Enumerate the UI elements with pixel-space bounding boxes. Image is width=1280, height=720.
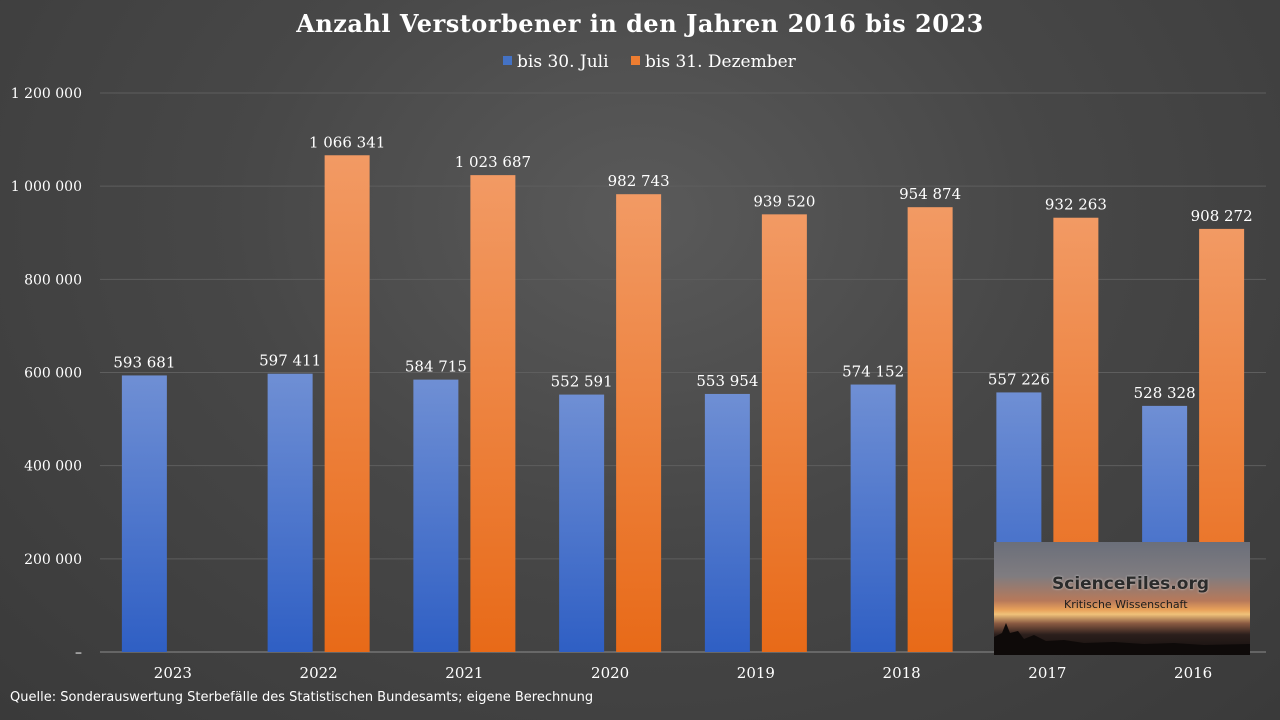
data-label-bis-30-juli-2019: 553 954 [696, 372, 758, 390]
y-tick-label: 600 000 [24, 366, 82, 382]
data-labels: 593 681 597 411 1 066 341 584 715 1 023 687 5… [113, 133, 1252, 402]
y-tick-label: 800 000 [24, 272, 82, 288]
source-note: Quelle: Sonderauswertung Sterbefälle des… [10, 690, 594, 705]
x-tick-label: 2019 [737, 664, 775, 682]
bar-bis-30-juli-2020 [559, 394, 605, 652]
data-label-bis-31-dezember-2017: 932 263 [1045, 196, 1107, 214]
data-label-bis-30-juli-2016: 528 328 [1134, 384, 1196, 402]
bar-bis-31-dezember-2021 [470, 175, 516, 652]
bar-bis-30-juli-2022 [267, 373, 313, 652]
x-tick-label: 2017 [1028, 664, 1066, 682]
bar-bis-31-dezember-2020 [616, 194, 662, 652]
y-tick-label: 1 000 000 [11, 179, 82, 195]
y-tick-label: 400 000 [24, 459, 82, 475]
legend-swatch-series-2 [631, 56, 640, 65]
data-label-bis-31-dezember-2022: 1 066 341 [309, 133, 385, 151]
x-tick-label: 2023 [154, 664, 192, 682]
data-label-bis-30-juli-2022: 597 411 [259, 352, 321, 370]
logo-title: ScienceFiles.org [1052, 574, 1209, 594]
data-label-bis-31-dezember-2020: 982 743 [608, 172, 670, 190]
y-tick-label: – [75, 645, 82, 661]
bar-bis-31-dezember-2018 [907, 207, 953, 652]
legend-label-series-2: bis 31. Dezember [645, 52, 797, 72]
x-tick-label: 2020 [591, 664, 629, 682]
data-label-bis-31-dezember-2021: 1 023 687 [455, 153, 531, 171]
data-label-bis-31-dezember-2019: 939 520 [753, 192, 815, 210]
data-label-bis-30-juli-2020: 552 591 [551, 373, 613, 391]
data-label-bis-31-dezember-2016: 908 272 [1191, 207, 1253, 225]
legend: bis 30. Juli bis 31. Dezember [503, 52, 797, 72]
tree-silhouette-icon [994, 623, 1250, 655]
chart-title: Anzahl Verstorbener in den Jahren 2016 b… [295, 9, 984, 38]
y-tick-label: 200 000 [24, 552, 82, 568]
bar-bis-30-juli-2019 [704, 393, 750, 652]
bar-bis-31-dezember-2019 [761, 214, 807, 652]
data-label-bis-30-juli-2018: 574 152 [842, 363, 904, 381]
legend-label-series-1: bis 30. Juli [517, 52, 609, 72]
legend-swatch-series-1 [503, 56, 512, 65]
x-axis: 2023 2022 2021 2020 2019 2018 2017 2016 [154, 664, 1212, 682]
bar-bis-30-juli-2023 [121, 375, 167, 652]
x-tick-label: 2016 [1174, 664, 1212, 682]
sciencefiles-logo: ScienceFiles.org Kritische Wissenschaft [994, 542, 1250, 655]
y-tick-label: 1 200 000 [11, 86, 82, 102]
data-label-bis-30-juli-2021: 584 715 [405, 358, 467, 376]
bar-bis-31-dezember-2022 [324, 155, 370, 652]
x-tick-label: 2018 [883, 664, 921, 682]
y-axis: – 200 000 400 000 600 000 800 000 1 000 000 1 … [11, 86, 82, 661]
data-label-bis-30-juli-2023: 593 681 [113, 353, 175, 371]
data-label-bis-31-dezember-2018: 954 874 [899, 185, 961, 203]
data-label-bis-30-juli-2017: 557 226 [988, 370, 1050, 388]
bar-bis-30-juli-2018 [850, 384, 896, 652]
bar-bis-30-juli-2021 [413, 379, 459, 652]
logo-subtitle: Kritische Wissenschaft [1064, 598, 1188, 611]
x-tick-label: 2021 [445, 664, 483, 682]
x-tick-label: 2022 [300, 664, 338, 682]
